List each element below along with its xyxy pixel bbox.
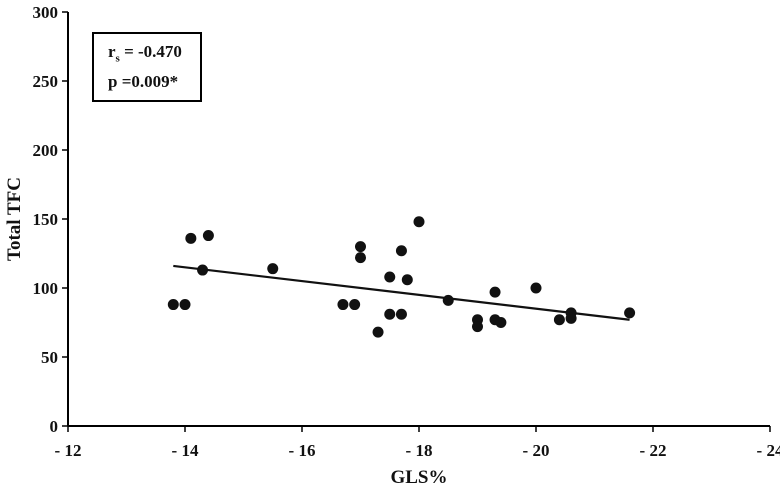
y-tick-label: 150 (33, 210, 59, 229)
data-point (337, 299, 349, 311)
trend-line (173, 264, 630, 321)
data-point (489, 286, 501, 298)
x-tick-label: - 12 (55, 441, 82, 460)
x-tick-label: - 14 (172, 441, 199, 460)
y-tick-label: 250 (33, 72, 59, 91)
y-tick-label: 50 (41, 348, 58, 367)
data-point (565, 312, 577, 324)
y-tick-label: 0 (50, 417, 59, 436)
data-point (530, 282, 542, 294)
data-points (167, 216, 636, 338)
statistics-box: rs = -0.470 p =0.009* (92, 32, 202, 102)
x-tick-label: - 22 (640, 441, 667, 460)
data-point (179, 299, 191, 311)
data-point (349, 299, 361, 311)
y-tick-label: 200 (33, 141, 59, 160)
data-point (553, 314, 565, 326)
x-tick-label: - 24 (757, 441, 780, 460)
x-ticks: - 12 - 14 - 16 - 18 - 20 - 22 - 24 (55, 426, 780, 460)
correlation-line: rs = -0.470 (108, 40, 200, 70)
correlation-subscript: s (115, 52, 120, 65)
data-point (395, 245, 407, 257)
data-point (472, 321, 483, 333)
data-point (384, 271, 396, 283)
data-point (442, 294, 454, 306)
data-point (401, 274, 413, 286)
x-axis-title: GLS% (390, 467, 447, 488)
data-point (624, 307, 636, 319)
data-point (372, 326, 384, 338)
data-point (395, 308, 407, 320)
y-tick-label: 300 (33, 3, 59, 22)
data-point (355, 252, 366, 264)
data-point (202, 230, 214, 242)
y-ticks: 0 50 100 150 200 250 300 (33, 3, 68, 436)
p-value: p =0.009* (108, 72, 179, 92)
x-tick-label: - 20 (523, 441, 550, 460)
x-tick-label: - 16 (289, 441, 316, 460)
x-tick-label: - 18 (406, 441, 433, 460)
data-point (197, 264, 209, 276)
correlation-value: = -0.470 (119, 42, 182, 61)
data-point (384, 308, 396, 320)
y-axis-title: Total TFC (4, 177, 25, 261)
y-tick-label: 100 (33, 279, 59, 298)
data-point (185, 232, 197, 244)
data-point (355, 241, 366, 253)
data-point (413, 216, 425, 228)
data-point (267, 263, 279, 275)
data-point (167, 299, 179, 311)
data-point (495, 317, 507, 328)
correlation-symbol: r (108, 42, 116, 61)
